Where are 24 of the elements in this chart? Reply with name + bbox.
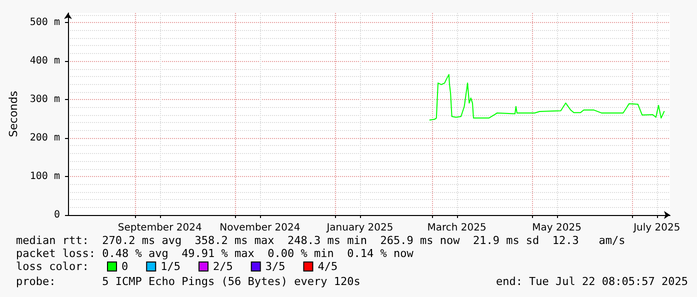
legend-label: 0 (122, 260, 128, 273)
line-series (429, 74, 665, 120)
x-tick-label: September 2024 (118, 222, 202, 234)
text: median rtt: 270.2 ms avg 358.2 ms max 248.3 ms min 265.9 ms now 21.9 ms sd 12.3 am/s (16, 234, 626, 247)
x-tick-label: July 2025 (632, 222, 680, 234)
legend-label: 1/5 (160, 260, 180, 273)
legend-label: 3/5 (265, 260, 286, 273)
legend-label: 4/5 (318, 260, 338, 273)
y-tick-label: 300 m (30, 94, 60, 106)
text: packet loss: 0.48 % avg 49.91 % max 0.00 % min 0.14 % now (16, 247, 414, 260)
legend-label: 2/5 (212, 260, 233, 273)
text: probe: 5 ICMP Echo Pings (56 Bytes) every 120s (16, 275, 360, 288)
legend-title: loss color: (16, 260, 89, 273)
y-tick-label: 0 (54, 210, 60, 220)
x-tick-label: January 2025 (326, 222, 394, 234)
y-tick-label: 400 m (30, 56, 60, 67)
y-tick-label: 500 m (30, 17, 60, 28)
y-axis-title: Seconds (7, 90, 20, 138)
x-tick-label: May 2025 (532, 222, 582, 234)
y-tick-label: 200 m (30, 132, 60, 144)
y-tick-label: 100 m (30, 171, 60, 182)
x-tick-label: March 2025 (427, 222, 486, 234)
x-tick-label: November 2024 (220, 222, 300, 234)
text: end: Tue Jul 22 08:05:57 2025 (496, 275, 688, 288)
